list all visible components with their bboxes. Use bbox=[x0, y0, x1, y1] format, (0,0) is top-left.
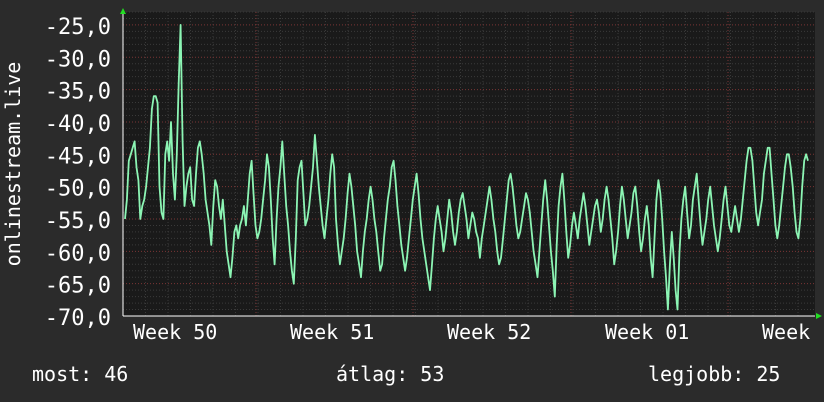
y-tick-label: -30,0 bbox=[45, 47, 111, 72]
y-axis-arrow-icon bbox=[120, 8, 126, 14]
y-tick-label: -40,0 bbox=[45, 112, 111, 137]
y-tick-label: -35,0 bbox=[45, 80, 111, 105]
y-tick-label: -25,0 bbox=[45, 15, 111, 40]
current-value-label: most: 46 bbox=[32, 362, 129, 386]
x-tick-label: Week 50 bbox=[133, 320, 217, 344]
average-value-label: átlag: 53 bbox=[336, 362, 445, 386]
x-tick-label: Week 52 bbox=[447, 320, 531, 344]
x-tick-label: Week 01 bbox=[605, 320, 689, 344]
y-tick-label: -55,0 bbox=[45, 209, 111, 234]
x-tick-label: Week 51 bbox=[290, 320, 374, 344]
y-tick-label: -45,0 bbox=[45, 144, 111, 169]
y-tick-label: -65,0 bbox=[45, 274, 111, 299]
y-tick-label: -50,0 bbox=[45, 177, 111, 202]
y-tick-label: -60,0 bbox=[45, 241, 111, 266]
x-tick-label: Week bbox=[762, 320, 810, 344]
series-line bbox=[124, 23, 809, 311]
y-axis-title: onlinestream.live bbox=[1, 62, 25, 267]
x-axis-arrow-icon bbox=[816, 313, 822, 319]
plot-area bbox=[123, 12, 815, 316]
y-tick-label: -70,0 bbox=[45, 306, 111, 331]
best-value-label: legjobb: 25 bbox=[648, 362, 781, 386]
